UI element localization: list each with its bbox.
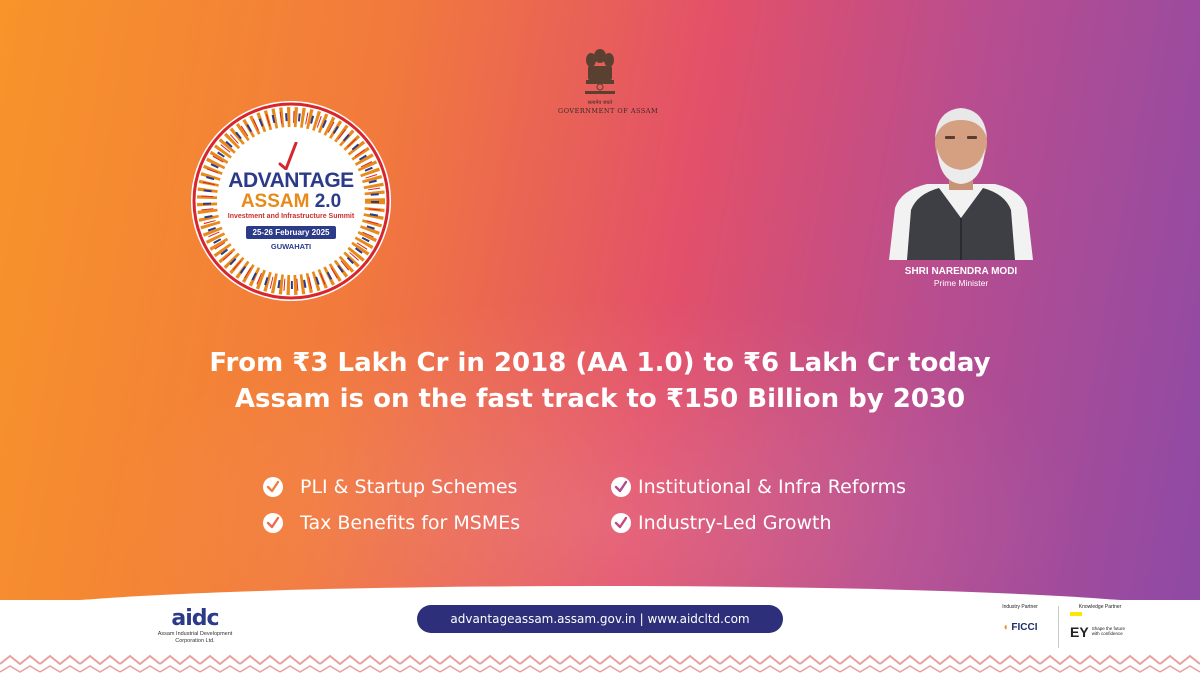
pm-role: Prime Minister	[933, 278, 989, 288]
check-circle-icon	[263, 513, 283, 533]
ey-name: EY	[1070, 624, 1089, 640]
badge-dates: 25-26 February 2025	[245, 226, 337, 239]
knowledge-partner-label: Knowledge Partner	[1078, 604, 1122, 610]
badge-title-advantage: ADVANTAGE	[228, 169, 354, 192]
headline-line2: Assam is on the fast track to ₹150 Billi…	[234, 384, 966, 414]
bullet-item: Industry-Led Growth	[610, 512, 832, 534]
ey-logo: EY Shape the future with confidence	[1070, 612, 1130, 642]
emblem-motto: सत्यमेव जयते	[587, 100, 613, 106]
bullet-item: PLI & Startup Schemes	[262, 476, 517, 498]
ey-mark: EY	[1070, 612, 1089, 642]
ficci-name: FICCI	[1011, 622, 1038, 633]
badge-text: ADVANTAGE ASSAM 2.0 Investment and Infra…	[190, 169, 392, 252]
ficci-logo: ◖ FICCI	[990, 622, 1050, 633]
badge-tick-icon	[278, 142, 298, 170]
ey-tagline: Shape the future with confidence	[1091, 626, 1125, 636]
industry-partner-label: Industry Partner	[1002, 604, 1038, 610]
industry-partner: Industry Partner ◖ FICCI	[990, 604, 1050, 633]
footer-pattern	[0, 652, 1200, 675]
government-emblem: सत्यमेव जयते GOVERNMENT OF ASSAM	[558, 46, 659, 115]
badge-assam-word: ASSAM	[240, 191, 310, 212]
pm-portrait	[889, 108, 1033, 260]
lion-capital-icon	[585, 49, 615, 94]
badge-city: GUWAHATI	[270, 242, 312, 251]
bullet-label: PLI & Startup Schemes	[300, 476, 518, 498]
check-circle-icon	[611, 477, 631, 497]
bullet-label: Industry-Led Growth	[638, 512, 832, 534]
url-bar[interactable]: advantageassam.assam.gov.in | www.aidclt…	[417, 605, 783, 633]
aidc-logo: aidc Assam Industrial Development Corpor…	[150, 606, 240, 644]
headline-line1: From ₹3 Lakh Cr in 2018 (AA 1.0) to ₹6 L…	[209, 348, 991, 378]
bullet-label: Institutional & Infra Reforms	[638, 476, 907, 498]
badge-title-assam: ASSAM 2.0	[190, 192, 392, 212]
bullet-item: Institutional & Infra Reforms	[610, 476, 906, 498]
summit-badge: ADVANTAGE ASSAM 2.0 Investment and Infra…	[190, 100, 392, 302]
partner-divider	[1058, 606, 1059, 648]
bullet-list: PLI & Startup Schemes Institutional & In…	[262, 476, 962, 556]
knowledge-partner: Knowledge Partner EY Shape the future wi…	[1070, 604, 1130, 642]
ey-bar-icon	[1070, 612, 1082, 616]
aidc-name: Assam Industrial Development Corporation…	[157, 631, 233, 644]
government-label: GOVERNMENT OF ASSAM	[558, 107, 659, 115]
bullet-label: Tax Benefits for MSMEs	[300, 512, 521, 534]
pm-name: SHRI NARENDRA MODI	[904, 266, 1018, 277]
badge-version: 2.0	[314, 191, 342, 212]
badge-subtitle: Investment and Infrastructure Summit	[227, 213, 355, 220]
check-circle-icon	[611, 513, 631, 533]
headline: From ₹3 Lakh Cr in 2018 (AA 1.0) to ₹6 L…	[0, 345, 1200, 417]
aidc-mark: aidc	[171, 606, 219, 631]
bullet-item: Tax Benefits for MSMEs	[262, 512, 520, 534]
ficci-mark-icon: ◖	[1002, 622, 1012, 633]
pm-portrait-block: SHRI NARENDRA MODI Prime Minister	[881, 98, 1041, 288]
check-circle-icon	[263, 477, 283, 497]
